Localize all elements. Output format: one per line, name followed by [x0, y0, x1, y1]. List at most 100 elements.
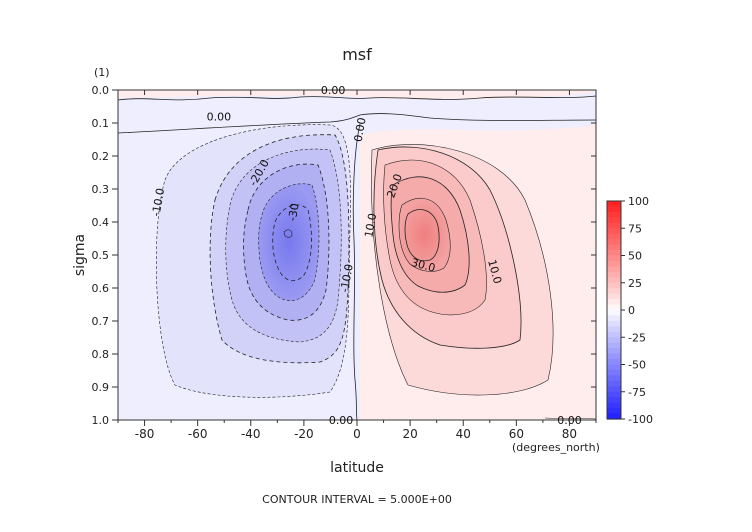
pos-level-25 [399, 198, 451, 272]
zero-contour-bottom-right [544, 417, 596, 420]
pos-contour-10 [373, 146, 522, 349]
zero-contour-equator [352, 123, 361, 420]
contour-label-text: 0.00 [352, 116, 369, 142]
y-tick-label: 0.7 [92, 315, 110, 328]
neg-contour-20 [243, 163, 330, 321]
colorbar-swatch [607, 222, 621, 229]
colorbar-tick-label: 25 [628, 277, 642, 290]
contour-label-text: -10.0 [149, 187, 167, 217]
colorbar-swatch [607, 320, 621, 327]
x-units-label: (degrees_north) [512, 441, 600, 454]
colorbar-swatch [607, 369, 621, 376]
contour-label-text: 10.0 [485, 258, 504, 285]
neg-contour-15 [225, 148, 342, 343]
y-tick-label: 0.5 [92, 249, 110, 262]
colorbar-swatch [607, 233, 621, 240]
axes: -80 -60 -40 -20 0 20 40 60 80 0.0 0.1 0.2 0.3 0.4 0.5 0… [92, 84, 597, 441]
colorbar-swatch [607, 402, 621, 409]
contour-label-text: 0.00 [207, 110, 232, 123]
x-tick-label: -20 [294, 427, 314, 441]
colorbar-swatch [607, 337, 621, 344]
colorbar-swatch [607, 271, 621, 278]
colorbar-swatch [607, 359, 621, 366]
colorbar-swatch [607, 397, 621, 404]
colorbar-swatch [607, 239, 621, 246]
contour-interval-footer: CONTOUR INTERVAL = 5.000E+00 [262, 493, 452, 506]
x-tick-label: 0 [353, 427, 361, 441]
contour-label-text: 0.00 [321, 84, 346, 97]
x-tick-label: 40 [456, 427, 471, 441]
colorbar-swatch [607, 282, 621, 289]
neg-contour-5 [155, 124, 351, 398]
contour-label: 0.00 [352, 116, 369, 142]
contour-label-text: -10.0 [338, 263, 356, 293]
y-tick-label: 0.9 [92, 381, 110, 394]
contour-label: 0.00 [329, 414, 354, 427]
colorbar-swatch [607, 413, 621, 420]
colorbar-swatch [607, 211, 621, 218]
x-tick-label: 20 [402, 427, 417, 441]
colorbar-swatch [607, 201, 621, 208]
colorbar-swatch [607, 386, 621, 393]
colorbar-swatch [607, 244, 621, 251]
colorbar-swatch [607, 299, 621, 306]
colorbar-tick-label: -25 [628, 331, 646, 344]
x-tick-label: -60 [188, 427, 208, 441]
colorbar-swatch [607, 255, 621, 262]
colorbar-swatch [607, 228, 621, 235]
colorbar-swatch [607, 277, 621, 284]
y-tick-label: 0.0 [92, 84, 110, 97]
pos-contour-30 [404, 209, 440, 262]
colorbar-swatch [607, 391, 621, 398]
colorbar-swatch [607, 375, 621, 382]
colorbar-swatch [607, 304, 621, 311]
colorbar-swatch [607, 353, 621, 360]
neg-level-25 [258, 183, 319, 301]
contour-label: 10.0 [362, 212, 379, 238]
colorbar: 100 75 50 25 0 -25 -50 -75 -100 [606, 195, 653, 426]
contour-label-text: 30.0 [410, 256, 437, 275]
colorbar-swatch [607, 293, 621, 300]
pos-contour-15 [383, 159, 487, 316]
zero-contour-top [118, 113, 596, 134]
zero-contour-top-strip [118, 95, 596, 101]
x-tick-label: 60 [509, 427, 524, 441]
unit-label: (1) [94, 66, 110, 79]
colorbar-swatch [607, 310, 621, 317]
chart-title: msf [342, 45, 372, 64]
neg-contour-30 [272, 204, 312, 282]
colorbar-swatch [607, 326, 621, 333]
colorbar-tick-label: -50 [628, 359, 646, 372]
contour-label: -10.0 [338, 263, 356, 293]
neg-contour-25 [258, 183, 320, 301]
contour-label-text: 0.00 [329, 414, 354, 427]
x-tick-label: -40 [241, 427, 261, 441]
colorbar-swatch [607, 408, 621, 415]
pos-contour-20 [390, 176, 470, 293]
colorbar-swatch [607, 342, 621, 349]
y-tick-label: 0.1 [92, 117, 110, 130]
y-tick-label: 0.8 [92, 348, 110, 361]
x-tick-label: -80 [135, 427, 155, 441]
colorbar-tick-label: 75 [628, 222, 642, 235]
contour-label: -10.0 [149, 187, 167, 217]
y-tick-label: 0.3 [92, 183, 110, 196]
y-tick-label: 0.4 [92, 216, 110, 229]
colorbar-tick-label: 100 [628, 195, 649, 208]
contour-label-text: 10.0 [362, 212, 379, 238]
colorbar-swatch [607, 266, 621, 273]
x-tick-label: 80 [562, 427, 577, 441]
contour-lines [118, 95, 596, 420]
pos-contour-25 [398, 197, 451, 272]
y-tick-label: 0.2 [92, 150, 110, 163]
x-axis-label: latitude [330, 460, 384, 476]
colorbar-swatch [607, 331, 621, 338]
contour-label: 0.00 [207, 110, 232, 123]
contour-label-text: -30 [286, 202, 302, 222]
neg-contour-core [283, 229, 293, 238]
colorbar-swatch [607, 348, 621, 355]
y-tick-label: 0.6 [92, 282, 110, 295]
colorbar-swatch [607, 364, 621, 371]
contour-label: 30.0 [410, 256, 437, 275]
pos-contour-5 [371, 144, 554, 396]
